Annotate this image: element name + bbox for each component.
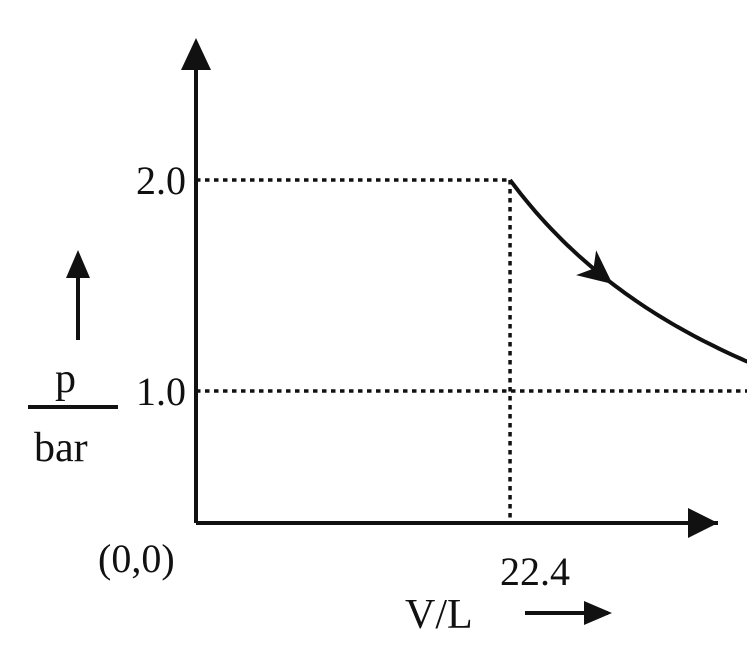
origin-label: (0,0) (98, 536, 175, 581)
y-axis-label-denominator: bar (34, 425, 88, 471)
guide-lines (196, 178, 747, 523)
isotherm-curve (508, 178, 747, 364)
y-tick-labels: 2.0 1.0 (136, 158, 186, 414)
direction-arrowhead (576, 250, 613, 285)
y-axis-arrowhead (181, 38, 211, 70)
x-axis-label: V/L (405, 592, 473, 638)
x-axis-arrowhead (688, 508, 718, 538)
x-label-arrowhead (584, 601, 612, 625)
x-tick-labels: 22.444.8 (500, 549, 570, 594)
y-label-arrowhead (66, 250, 90, 278)
y-tick-label: 1.0 (136, 369, 186, 414)
y-tick-label: 2.0 (136, 158, 186, 203)
x-tick-label: 22.4 (500, 549, 570, 594)
y-axis-label-numerator: p (55, 356, 76, 402)
